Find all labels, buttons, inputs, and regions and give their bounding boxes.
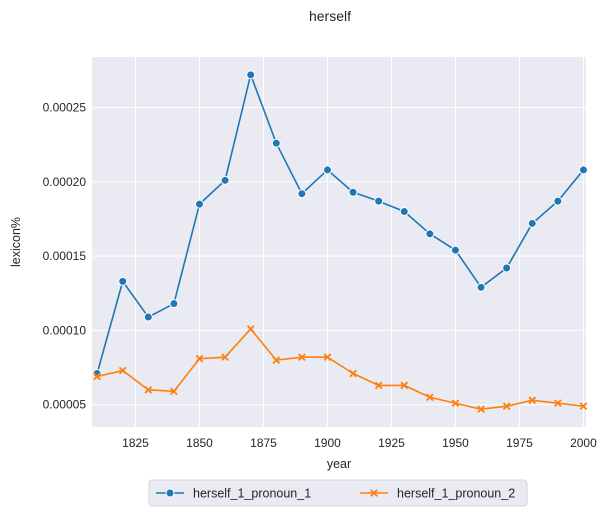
data-point bbox=[553, 196, 563, 206]
data-point bbox=[348, 187, 358, 197]
data-point bbox=[298, 353, 306, 361]
x-tick-label: 1900 bbox=[314, 436, 341, 450]
data-point bbox=[93, 372, 101, 381]
data-point bbox=[221, 353, 229, 361]
data-point bbox=[374, 196, 384, 206]
grid-lines bbox=[92, 57, 586, 427]
data-point bbox=[195, 354, 204, 363]
series-2 bbox=[93, 325, 588, 414]
data-point bbox=[246, 325, 255, 333]
data-point bbox=[426, 393, 434, 402]
data-point bbox=[476, 282, 486, 292]
x-tick-label: 1975 bbox=[506, 436, 533, 450]
data-point bbox=[322, 165, 332, 175]
legend-box bbox=[148, 479, 528, 507]
data-point bbox=[323, 353, 332, 361]
data-point bbox=[528, 396, 537, 405]
data-point bbox=[297, 189, 307, 199]
data-point bbox=[477, 405, 485, 414]
legend-marker bbox=[370, 489, 378, 497]
series-line bbox=[96, 74, 585, 374]
legend-label: herself_1_pronoun_1 bbox=[193, 487, 311, 501]
data-point bbox=[170, 387, 178, 396]
y-tick-label: 0.00005 bbox=[43, 398, 87, 412]
legend-marker bbox=[165, 488, 175, 498]
data-point bbox=[143, 312, 153, 322]
data-point bbox=[118, 276, 128, 286]
series-1 bbox=[92, 70, 588, 379]
data-point bbox=[195, 199, 205, 209]
legend-item: herself_1_pronoun_1 bbox=[156, 487, 311, 501]
data-point bbox=[502, 402, 511, 411]
x-axis-label: year bbox=[327, 457, 351, 471]
data-point bbox=[246, 70, 256, 80]
data-point bbox=[271, 138, 281, 148]
data-point bbox=[450, 245, 460, 255]
data-point bbox=[272, 356, 281, 364]
data-point bbox=[527, 218, 537, 228]
data-point bbox=[399, 207, 409, 217]
chart-title: herself bbox=[309, 8, 351, 24]
data-point bbox=[579, 402, 588, 411]
data-point bbox=[349, 369, 357, 378]
data-point bbox=[374, 381, 383, 390]
y-tick-label: 0.00010 bbox=[43, 323, 87, 337]
series-layer bbox=[92, 70, 588, 414]
data-point bbox=[400, 381, 409, 390]
data-point bbox=[118, 366, 127, 375]
data-point bbox=[144, 386, 153, 394]
y-tick-label: 0.00015 bbox=[43, 249, 87, 263]
data-point bbox=[451, 399, 460, 408]
x-tick-label: 2000 bbox=[570, 436, 597, 450]
y-tick-label: 0.00020 bbox=[43, 175, 87, 189]
data-point bbox=[578, 165, 588, 175]
y-tick-label: 0.00025 bbox=[43, 101, 87, 115]
x-tick-label: 1825 bbox=[122, 436, 149, 450]
x-tick-label: 1950 bbox=[442, 436, 469, 450]
x-tick-label: 1850 bbox=[186, 436, 213, 450]
legend-item: herself_1_pronoun_2 bbox=[360, 487, 515, 501]
legend-label: herself_1_pronoun_2 bbox=[397, 487, 515, 501]
data-point bbox=[425, 229, 435, 239]
x-tick-label: 1875 bbox=[250, 436, 277, 450]
y-axis-ticks: 0.00005 0.00010 0.00015 0.00020 0.00025 bbox=[43, 101, 87, 412]
y-axis-label: lexicon% bbox=[9, 217, 23, 267]
legend: herself_1_pronoun_1 herself_1_pronoun_2 bbox=[148, 479, 528, 507]
series-line bbox=[96, 328, 584, 410]
data-point bbox=[169, 299, 179, 309]
data-point bbox=[220, 175, 230, 185]
data-point bbox=[502, 263, 512, 273]
x-axis-ticks: 1825 1850 1875 1900 1925 1950 1975 2000 bbox=[122, 436, 597, 450]
data-point bbox=[554, 399, 562, 408]
plot-area bbox=[92, 57, 586, 427]
x-tick-label: 1925 bbox=[378, 436, 405, 450]
